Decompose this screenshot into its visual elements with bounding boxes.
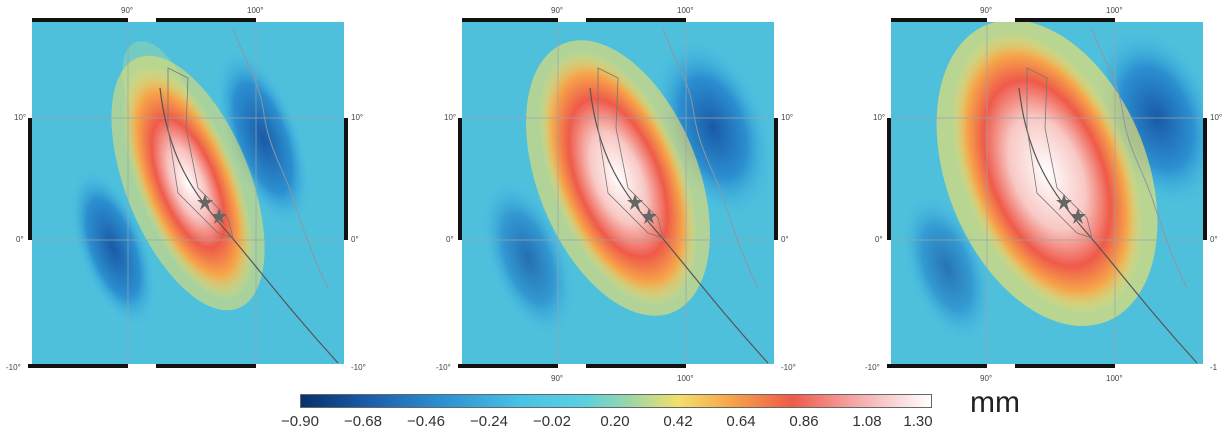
frame-left xyxy=(458,18,462,368)
lat-tick-left-1: 10° xyxy=(14,113,27,122)
epicenter-star-2 xyxy=(1070,208,1086,224)
lat-tick-right-1: 10° xyxy=(781,113,794,122)
colorbar-gradient xyxy=(300,394,932,408)
lat-tick-right-3: -10° xyxy=(351,363,366,372)
frame-right xyxy=(774,18,778,368)
lon-tick-bottom-2: 100° xyxy=(677,374,694,383)
colorbar-label: 0.42 xyxy=(663,413,693,430)
epicenter-star-2 xyxy=(641,208,657,224)
frame-right xyxy=(1203,18,1207,368)
colorbar-label: −0.02 xyxy=(533,413,571,430)
colorbar-label: −0.90 xyxy=(281,413,319,430)
lat-tick-right-1: 10° xyxy=(351,113,364,122)
colorbar-label: 1.30 xyxy=(903,413,933,430)
lat-tick-right-2: 0° xyxy=(1210,235,1218,244)
lon-tick-top-2: 100° xyxy=(247,6,264,15)
lon-tick-bottom-1: 90° xyxy=(980,374,993,383)
lat-tick-left-3: -10° xyxy=(865,363,880,372)
epicenter-star-1 xyxy=(197,194,213,210)
colorbar-label: 0.64 xyxy=(726,413,756,430)
map-panel-middle: 90° 100° 90° 100° 10° 0° -10° 10° 0° -10… xyxy=(436,6,796,383)
frame-left xyxy=(887,18,891,368)
lon-tick-top-1: 90° xyxy=(551,6,564,15)
frame-bottom xyxy=(887,364,1207,368)
frame-top xyxy=(458,18,778,22)
epicenter-star-1 xyxy=(1056,194,1072,210)
lat-tick-right-2: 0° xyxy=(781,235,789,244)
frame-top xyxy=(28,18,348,22)
lat-tick-left-1: 10° xyxy=(873,113,886,122)
colorbar-unit: mm xyxy=(970,386,1020,419)
frame-top xyxy=(887,18,1207,22)
lat-tick-left-3: -10° xyxy=(436,363,451,372)
lat-tick-left-2: 0° xyxy=(16,235,24,244)
displacement-map-right xyxy=(887,18,1207,368)
map-panel-left: 90° 100° 10° 0° -10° 10° 0° -10° xyxy=(6,6,366,372)
lat-tick-right-3: -1 xyxy=(1210,363,1218,372)
frame-bottom xyxy=(28,364,348,368)
displacement-map-left xyxy=(28,18,348,368)
lat-tick-left-2: 0° xyxy=(875,235,883,244)
colorbar: −0.90 −0.68 −0.46 −0.24 −0.02 0.20 0.42 … xyxy=(281,394,933,434)
displacement-map-middle xyxy=(458,18,778,368)
lon-tick-bottom-1: 90° xyxy=(551,374,564,383)
lon-tick-top-1: 90° xyxy=(980,6,993,15)
colorbar-label: −0.24 xyxy=(470,413,508,430)
frame-bottom xyxy=(458,364,778,368)
lon-tick-top-1: 90° xyxy=(121,6,134,15)
lat-tick-left-3: -10° xyxy=(6,363,21,372)
lat-tick-left-1: 10° xyxy=(444,113,457,122)
frame-right xyxy=(344,18,348,368)
lat-tick-right-3: -10° xyxy=(781,363,796,372)
lon-tick-top-2: 100° xyxy=(677,6,694,15)
colorbar-label: 1.08 xyxy=(852,413,882,430)
colorbar-label: 0.86 xyxy=(789,413,819,430)
lon-tick-bottom-2: 100° xyxy=(1106,374,1123,383)
epicenter-star-1 xyxy=(627,194,643,210)
lat-tick-right-1: 10° xyxy=(1210,113,1223,122)
lon-tick-top-2: 100° xyxy=(1106,6,1123,15)
lat-tick-left-2: 0° xyxy=(446,235,454,244)
lat-tick-right-2: 0° xyxy=(351,235,359,244)
map-panel-right: 90° 100° 90° 100° 10° 0° -10° 10° 0° -1 xyxy=(865,6,1222,383)
colorbar-label: 0.20 xyxy=(600,413,630,430)
frame-left xyxy=(28,18,32,368)
colorbar-label: −0.46 xyxy=(407,413,445,430)
epicenter-star-2 xyxy=(211,208,227,224)
colorbar-label: −0.68 xyxy=(344,413,382,430)
